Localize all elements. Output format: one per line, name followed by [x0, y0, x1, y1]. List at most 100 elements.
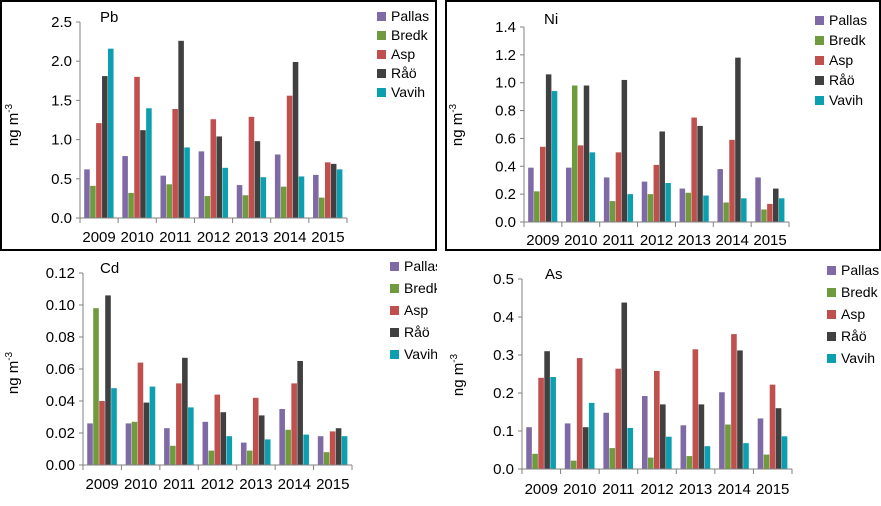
chart-ni: 0.0 0.2 0.4 0.6 0.8 1.0 1.2 1.4 2009 2010 2011 2012… [448, 11, 867, 249]
legend-swatch-bredk [377, 31, 386, 40]
y-axis-label: ng m-3 [4, 103, 22, 146]
legend-label-vavih: Vavih [404, 346, 437, 362]
bar-as-vavih-2010 [588, 402, 595, 469]
bar-ni-bredk-2014 [723, 202, 729, 222]
bar-ni-rao-2011 [621, 79, 628, 223]
y-axis-label: ng m-3 [4, 351, 22, 394]
x-tick-label: 2013 [235, 229, 268, 246]
bar-as-rao-2011 [621, 302, 628, 469]
bar-ni-rao-2012 [659, 131, 665, 222]
chart-cd: 0.00 0.02 0.04 0.06 0.08 0.10 0.12 2009 2010 2011… [4, 258, 442, 493]
legend-swatch-bredk [815, 36, 824, 45]
chart-panel-cd: 0.00 0.02 0.04 0.06 0.08 0.10 0.12 2009 2010 2011… [0, 255, 442, 501]
bar-as-vavih-2013 [704, 446, 711, 469]
y-tick-label: 0.5 [493, 271, 514, 288]
bar-as-asp-2010 [576, 358, 583, 469]
bar-cd-pallas-2010 [125, 423, 132, 465]
bar-ni-pallas-2009 [528, 167, 534, 222]
bar-as-rao-2014 [737, 350, 743, 469]
bar-ni-bredk-2011 [609, 201, 616, 222]
bar-pb-vavih-2014 [298, 176, 305, 218]
bar-pb-asp-2012 [210, 119, 217, 218]
legend-swatch-asp [390, 306, 399, 315]
chart-as: 0.0 0.1 0.2 0.3 0.4 0.5 2009 2010 2011 2012 2013 20… [449, 262, 879, 498]
legend-label-bredk: Bredk [404, 280, 437, 296]
bar-as-vavih-2014 [743, 443, 749, 469]
legend-swatch-asp [827, 310, 836, 319]
bar-pb-bredk-2013 [242, 195, 249, 218]
bar-as-pallas-2011 [603, 412, 610, 469]
legend-label-asp: Asp [829, 52, 853, 68]
legend-label-asp: Asp [841, 306, 865, 322]
chart-panel-pb: 0.0 0.5 1.0 1.5 2.0 2.5 2009 2010 2011 2012 2013 20… [0, 0, 437, 251]
y-tick-label: 0.02 [46, 425, 75, 442]
bar-cd-vavih-2010 [149, 386, 156, 465]
bar-cd-vavih-2015 [341, 436, 348, 465]
bar-ni-rao-2014 [735, 57, 741, 222]
legend-swatch-rao [815, 76, 824, 85]
legend-swatch-bredk [390, 284, 399, 293]
x-tick-label: 2010 [564, 232, 597, 249]
bar-cd-bredk-2015 [323, 452, 330, 465]
bar-as-pallas-2012 [641, 396, 648, 469]
legend-swatch-pallas [390, 262, 399, 271]
bar-as-bredk-2009 [532, 453, 538, 469]
bar-cd-vavih-2009 [111, 388, 117, 465]
bar-ni-pallas-2012 [641, 181, 648, 222]
y-tick-label: 0.06 [46, 361, 75, 378]
x-tick-label: 2009 [86, 476, 119, 493]
legend-swatch-asp [377, 50, 386, 59]
bar-cd-asp-2014 [291, 383, 297, 465]
bar-ni-vavih-2014 [741, 198, 747, 222]
bar-pb-vavih-2011 [184, 147, 190, 218]
bar-as-asp-2009 [538, 377, 544, 469]
x-tick-label: 2013 [239, 476, 272, 493]
bar-as-rao-2009 [544, 351, 550, 469]
bar-cd-pallas-2015 [317, 436, 324, 465]
bar-cd-bredk-2011 [170, 445, 176, 465]
bar-as-asp-2012 [653, 370, 660, 469]
bar-pb-pallas-2010 [122, 156, 128, 218]
bar-ni-asp-2014 [729, 139, 735, 222]
bar-pb-rao-2015 [330, 163, 337, 218]
bar-pb-bredk-2014 [280, 186, 287, 218]
bar-pb-asp-2011 [172, 109, 178, 218]
y-tick-label: 0.2 [495, 186, 516, 203]
bar-as-bredk-2011 [609, 448, 616, 469]
y-tick-label: 0.12 [46, 265, 75, 282]
bar-ni-asp-2010 [577, 145, 584, 222]
x-tick-label: 2012 [197, 229, 230, 246]
bar-ni-bredk-2009 [534, 191, 540, 222]
bar-ni-vavih-2013 [703, 195, 709, 222]
y-tick-label: 0.4 [495, 158, 516, 175]
x-tick-label: 2014 [273, 229, 306, 246]
y-tick-label: 0.10 [46, 297, 75, 314]
legend-swatch-rao [827, 332, 836, 341]
bar-as-pallas-2015 [757, 418, 764, 469]
bar-ni-vavih-2010 [589, 152, 596, 222]
y-tick-label: 1.5 [51, 92, 72, 109]
bar-cd-pallas-2012 [202, 421, 209, 465]
legend-label-pallas: Pallas [391, 8, 429, 24]
legend-label-asp: Asp [404, 302, 428, 318]
x-tick-label: 2014 [278, 476, 311, 493]
bar-pb-vavih-2012 [222, 167, 228, 218]
bar-as-vavih-2011 [627, 427, 634, 469]
bar-cd-bredk-2010 [131, 421, 138, 465]
legend-swatch-pallas [827, 266, 836, 275]
y-tick-label: 1.4 [495, 19, 516, 36]
x-tick-label: 2015 [316, 476, 349, 493]
x-tick-label: 2012 [201, 476, 234, 493]
x-tick-label: 2011 [163, 476, 195, 493]
y-tick-label: 0.2 [493, 385, 514, 402]
bar-ni-bredk-2012 [647, 194, 654, 222]
bar-as-vavih-2009 [550, 377, 556, 469]
x-tick-label: 2014 [717, 481, 750, 498]
legend-swatch-vavih [390, 350, 399, 359]
bar-pb-bredk-2010 [128, 192, 134, 218]
bar-pb-bredk-2012 [204, 196, 211, 218]
x-tick-label: 2010 [124, 476, 157, 493]
x-tick-label: 2011 [603, 232, 635, 249]
bar-as-rao-2012 [660, 404, 666, 469]
bar-pb-bredk-2009 [90, 185, 96, 218]
